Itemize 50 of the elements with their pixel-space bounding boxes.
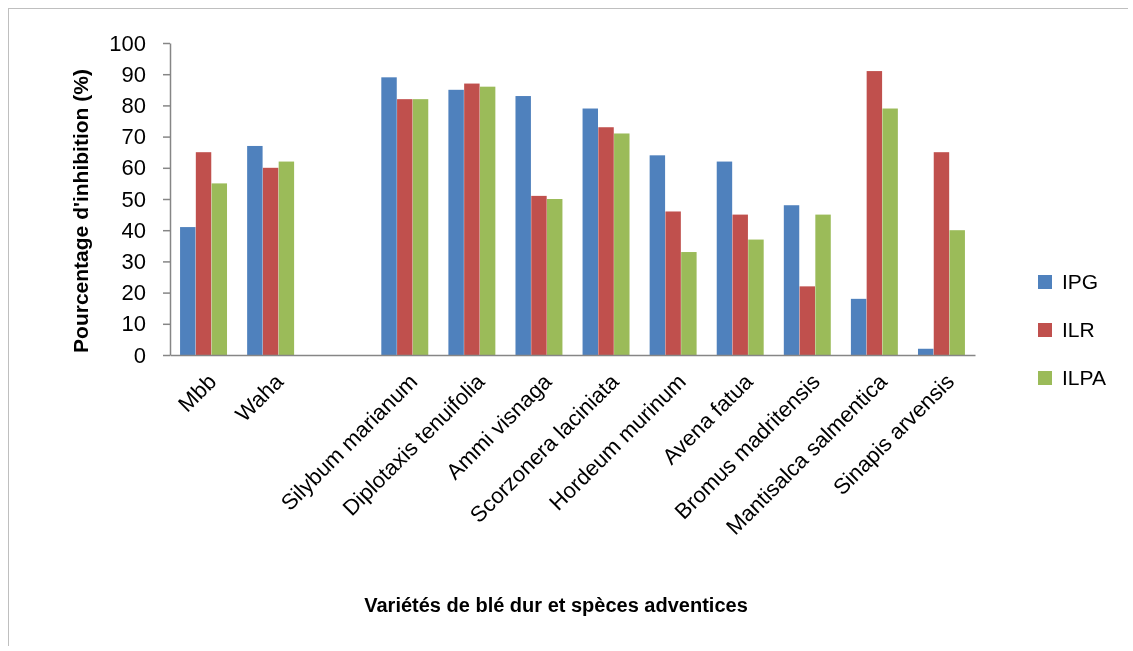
bar [917,348,934,355]
legend-label: IPG [1062,270,1099,294]
y-tick-label: 90 [121,61,146,87]
bar [582,108,598,355]
y-tick-label: 40 [121,217,146,243]
bar [933,152,950,355]
y-tick-label: 70 [121,124,146,150]
bar [850,298,867,355]
y-tick-label: 30 [121,248,146,274]
bar [665,211,681,355]
bar [180,227,196,355]
bar [247,145,263,355]
y-tick-label: 0 [133,342,146,368]
legend-label: ILPA [1062,366,1106,390]
x-axis-title: Variétés de blé dur et spèces adventices [364,594,748,616]
bar [381,77,397,355]
bar [211,183,228,355]
bar [195,152,212,355]
bar [412,99,429,355]
bar [448,89,464,355]
y-tick-label: 20 [121,280,146,306]
bar [716,161,733,355]
bar [464,83,480,355]
x-tick-label: Mbb [173,368,222,417]
bar [748,239,764,355]
y-tick-label: 50 [121,186,146,212]
legend-label: ILR [1062,318,1095,342]
y-tick-label: 60 [121,155,146,181]
bar [278,161,295,355]
bar [397,99,413,355]
y-tick-label: 80 [121,92,146,118]
bar [614,133,630,355]
bar [681,252,697,355]
bar [515,96,531,355]
bar [479,86,496,355]
bar [262,167,279,355]
bar [732,214,748,355]
y-axis-title: Pourcentage d'inhibition (%) [69,69,92,353]
bar [649,155,666,355]
bar [783,205,800,355]
bar [949,230,965,355]
bar [547,199,563,355]
bar [815,214,831,355]
bar [799,286,816,355]
bar [598,127,614,355]
bar [882,108,898,355]
bar [866,71,883,355]
y-tick-label: 10 [121,311,146,337]
bar [531,195,547,355]
y-tick-label: 100 [109,30,146,56]
